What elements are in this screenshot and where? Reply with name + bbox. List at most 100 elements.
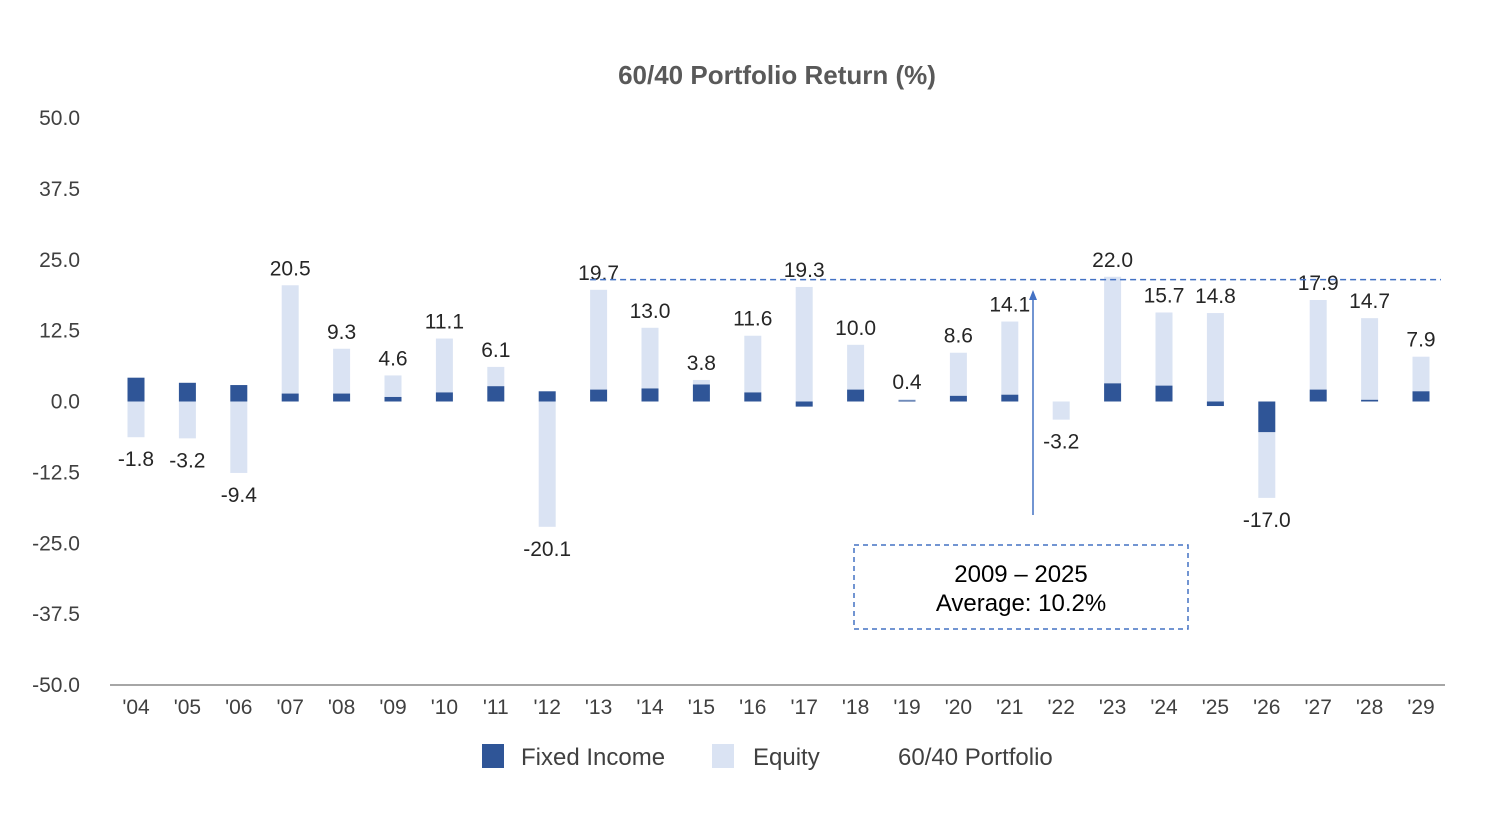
y-axis: 50.0 37.5 25.0 12.5 0.0 -12.5 -25.0 -37.5 -50.0 — [32, 107, 80, 697]
x-tick-label: '15 — [688, 696, 715, 719]
bar-equity — [1052, 401, 1070, 420]
bar-equity — [1155, 312, 1173, 386]
average-callout: 2009 – 2025 Average: 10.2% — [853, 290, 1189, 630]
data-label: -17.0 — [1243, 509, 1291, 532]
x-tick-label: '22 — [1048, 696, 1075, 719]
data-label: 11.6 — [733, 308, 772, 331]
bar-fixed-income — [744, 392, 762, 402]
data-label: 14.1 — [989, 294, 1030, 317]
data-label: 19.3 — [784, 259, 825, 282]
x-tick-label: '04 — [122, 696, 150, 719]
bar-equity — [1258, 432, 1276, 498]
bar-fixed-income — [1258, 401, 1276, 433]
x-tick-label: '12 — [534, 696, 561, 719]
bar-fixed-income — [949, 395, 967, 402]
bar-equity — [487, 366, 505, 387]
data-label: 8.6 — [944, 325, 973, 348]
bar-fixed-income — [1206, 401, 1224, 407]
legend: Fixed Income Equity 60/40 Portfolio — [482, 744, 1053, 771]
bar-equity — [384, 375, 402, 397]
bar-equity — [1361, 318, 1379, 400]
legend-label-portfolio: 60/40 Portfolio — [898, 744, 1053, 771]
bar-fixed-income — [1412, 391, 1430, 402]
chart-title: 60/40 Portfolio Return (%) — [618, 60, 936, 90]
x-tick-label: '28 — [1356, 696, 1383, 719]
bar-fixed-income — [538, 391, 556, 402]
x-tick-label: '21 — [996, 696, 1023, 719]
data-label: 9.3 — [327, 321, 356, 344]
data-label: 17.9 — [1298, 272, 1339, 295]
bar-fixed-income — [333, 393, 351, 402]
bar-equity — [435, 338, 453, 393]
y-tick-label: 12.5 — [39, 320, 80, 343]
data-label: 14.8 — [1195, 285, 1236, 308]
x-tick-label: '24 — [1150, 696, 1178, 719]
x-tick-label: '25 — [1202, 696, 1229, 719]
y-tick-label: -50.0 — [32, 674, 80, 697]
data-label: 15.7 — [1144, 284, 1185, 307]
data-label: 14.7 — [1349, 290, 1390, 313]
data-label: 7.9 — [1406, 329, 1435, 352]
x-tick-label: '13 — [585, 696, 612, 719]
data-labels: -1.8 -3.2 -9.4 20.5 9.3 4.6 11.1 6.1 -20.1 19.7 13… — [118, 249, 1436, 561]
bar-fixed-income — [1104, 383, 1122, 402]
y-tick-label: 0.0 — [51, 391, 80, 414]
x-tick-label: '27 — [1305, 696, 1332, 719]
x-tick-label: '08 — [328, 696, 355, 719]
data-label: 22.0 — [1092, 249, 1133, 272]
bar-fixed-income — [795, 401, 813, 407]
bar-equity — [744, 335, 762, 393]
x-tick-label: '19 — [893, 696, 920, 719]
bar-equity — [898, 399, 916, 401]
bar-equity — [1104, 276, 1122, 384]
bar-fixed-income — [281, 393, 299, 402]
x-tick-label: '20 — [945, 696, 972, 719]
data-label: 6.1 — [481, 339, 510, 362]
x-tick-label: '07 — [277, 696, 304, 719]
x-tick-label: '23 — [1099, 696, 1126, 719]
bar-fixed-income — [847, 389, 865, 402]
bar-fixed-income — [692, 384, 710, 402]
y-tick-label: 50.0 — [39, 107, 80, 130]
y-tick-label: -25.0 — [32, 532, 80, 555]
bar-equity — [641, 327, 659, 389]
bar-equity — [692, 379, 710, 385]
y-tick-label: -12.5 — [32, 461, 80, 484]
bar-fixed-income — [1361, 399, 1379, 402]
data-label: 4.6 — [378, 347, 407, 370]
bar-equity — [1206, 313, 1224, 402]
data-label: -3.2 — [1043, 431, 1079, 454]
legend-label-equity: Equity — [753, 744, 820, 771]
bar-equity — [949, 352, 967, 396]
bar-fixed-income — [230, 385, 248, 402]
bar-fixed-income — [1309, 389, 1327, 402]
callout-arrowhead — [1029, 290, 1037, 300]
bar-equity — [1309, 300, 1327, 390]
x-tick-label: '17 — [791, 696, 818, 719]
data-label: 3.8 — [687, 352, 716, 375]
bar-fixed-income — [384, 396, 402, 402]
legend-label-fixed-income: Fixed Income — [521, 744, 665, 771]
bar-fixed-income — [1155, 385, 1173, 402]
bar-equity — [178, 401, 196, 439]
bar-equity — [1001, 321, 1019, 395]
x-tick-label: '10 — [431, 696, 458, 719]
y-tick-label: 37.5 — [39, 178, 80, 201]
bar-fixed-income — [435, 392, 453, 402]
x-tick-label: '06 — [225, 696, 252, 719]
annotation-box — [853, 544, 1189, 630]
data-label: 10.0 — [835, 317, 876, 340]
x-tick-label: '14 — [636, 696, 664, 719]
annotation-line1: 2009 – 2025 — [954, 561, 1087, 588]
bar-equity — [230, 401, 248, 473]
bar-fixed-income — [590, 389, 608, 402]
bar-equity — [590, 289, 608, 390]
bar-equity — [127, 401, 145, 438]
bar-equity — [538, 401, 556, 527]
x-tick-label: '18 — [842, 696, 869, 719]
x-tick-label: '26 — [1253, 696, 1280, 719]
data-label: -9.4 — [221, 484, 258, 507]
x-tick-label: '29 — [1407, 696, 1434, 719]
x-tick-label: '05 — [174, 696, 201, 719]
